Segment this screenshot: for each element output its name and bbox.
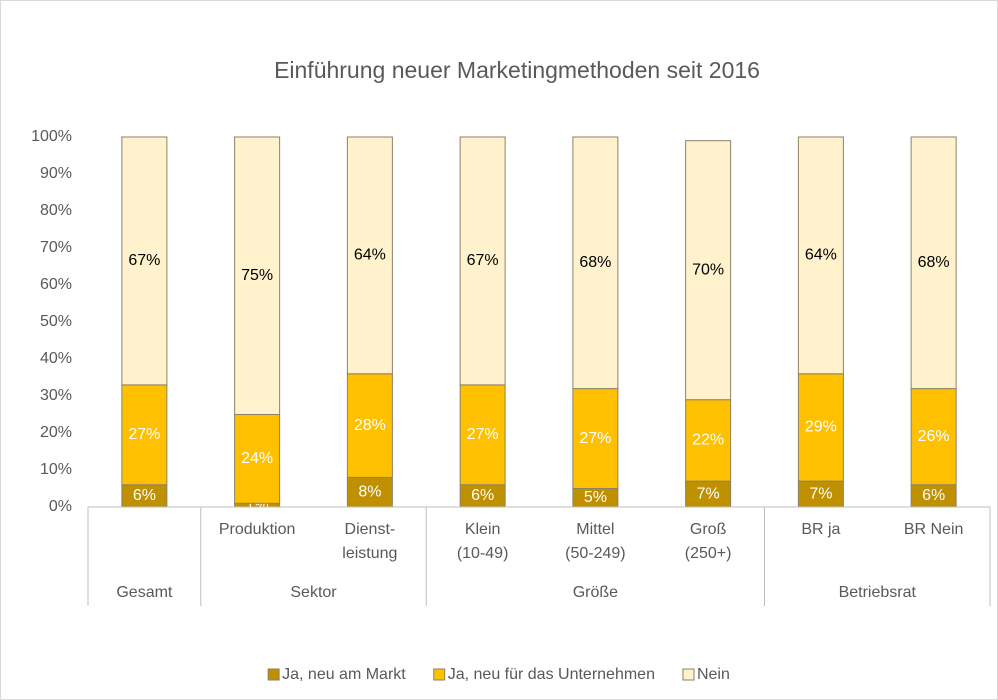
data-label: 26% — [918, 428, 950, 445]
bar-segment — [910, 388, 957, 486]
bar-segment — [910, 136, 957, 390]
data-label: 6% — [471, 487, 494, 504]
bar-segment — [459, 136, 506, 386]
data-label: 67% — [467, 252, 499, 269]
y-tick-label: 80% — [40, 202, 72, 219]
y-tick-label: 60% — [40, 276, 72, 293]
x-tick-label: Groß (250+) — [685, 521, 732, 562]
data-label: 24% — [241, 450, 273, 467]
legend-label: Nein — [697, 666, 730, 683]
bar-segment — [572, 136, 619, 390]
data-label: 75% — [241, 267, 273, 284]
data-label: 22% — [692, 432, 724, 449]
bar-segment — [234, 136, 281, 415]
chart-title: Einführung neuer Marketingmethoden seit … — [274, 57, 760, 83]
y-tick-label: 20% — [40, 424, 72, 441]
x-tick-label: Mittel (50-249) — [565, 521, 625, 562]
bar-segment — [346, 136, 393, 375]
data-label: 5% — [584, 489, 607, 506]
y-tick-label: 70% — [40, 239, 72, 256]
y-tick-label: 90% — [40, 165, 72, 182]
data-label: 6% — [922, 487, 945, 504]
bar-segment — [346, 476, 393, 508]
bar-segment — [685, 140, 732, 401]
bar-segment — [572, 388, 619, 490]
group-label: Gesamt — [116, 584, 173, 601]
data-label: 7% — [809, 485, 832, 502]
legend-label: Ja, neu für das Unternehmen — [448, 666, 655, 683]
y-tick-label: 10% — [40, 461, 72, 478]
bar-segment — [797, 373, 844, 482]
y-tick-label: 0% — [49, 498, 72, 515]
data-label: 27% — [467, 426, 499, 443]
y-tick-label: 40% — [40, 350, 72, 367]
bar-segment — [797, 480, 844, 508]
data-label: 27% — [128, 426, 160, 443]
x-tick-label: BR Nein — [904, 521, 964, 538]
x-tick-label: Produktion — [219, 521, 296, 538]
x-tick-label: Klein (10-49) — [457, 521, 509, 562]
group-label: Betriebsrat — [839, 584, 917, 601]
data-label: 7% — [697, 485, 720, 502]
bar-segment — [121, 136, 168, 386]
group-label: Sektor — [290, 584, 337, 601]
data-label: 27% — [579, 430, 611, 447]
bar-segment — [459, 384, 506, 486]
bar-segment — [234, 414, 281, 504]
data-label: 64% — [354, 247, 386, 264]
legend-swatch — [267, 668, 280, 681]
x-tick-label: Dienst-leistung — [342, 521, 397, 562]
data-label: 68% — [918, 254, 950, 271]
bar-segment — [797, 136, 844, 375]
data-label: 70% — [692, 261, 724, 278]
legend-label: Ja, neu am Markt — [282, 666, 406, 683]
bar-segment — [346, 373, 393, 478]
legend-swatch — [682, 668, 695, 681]
data-label: 67% — [128, 252, 160, 269]
data-label: 28% — [354, 417, 386, 434]
data-label: 8% — [358, 483, 381, 500]
y-tick-label: 30% — [40, 387, 72, 404]
legend-swatch — [433, 668, 446, 681]
data-label: 6% — [133, 487, 156, 504]
data-label: 29% — [805, 419, 837, 436]
y-tick-label: 50% — [40, 313, 72, 330]
data-label: 68% — [579, 254, 611, 271]
y-tick-label: 100% — [31, 128, 72, 145]
data-label: 64% — [805, 247, 837, 264]
x-tick-label: BR ja — [801, 521, 840, 538]
group-label: Größe — [573, 584, 618, 601]
